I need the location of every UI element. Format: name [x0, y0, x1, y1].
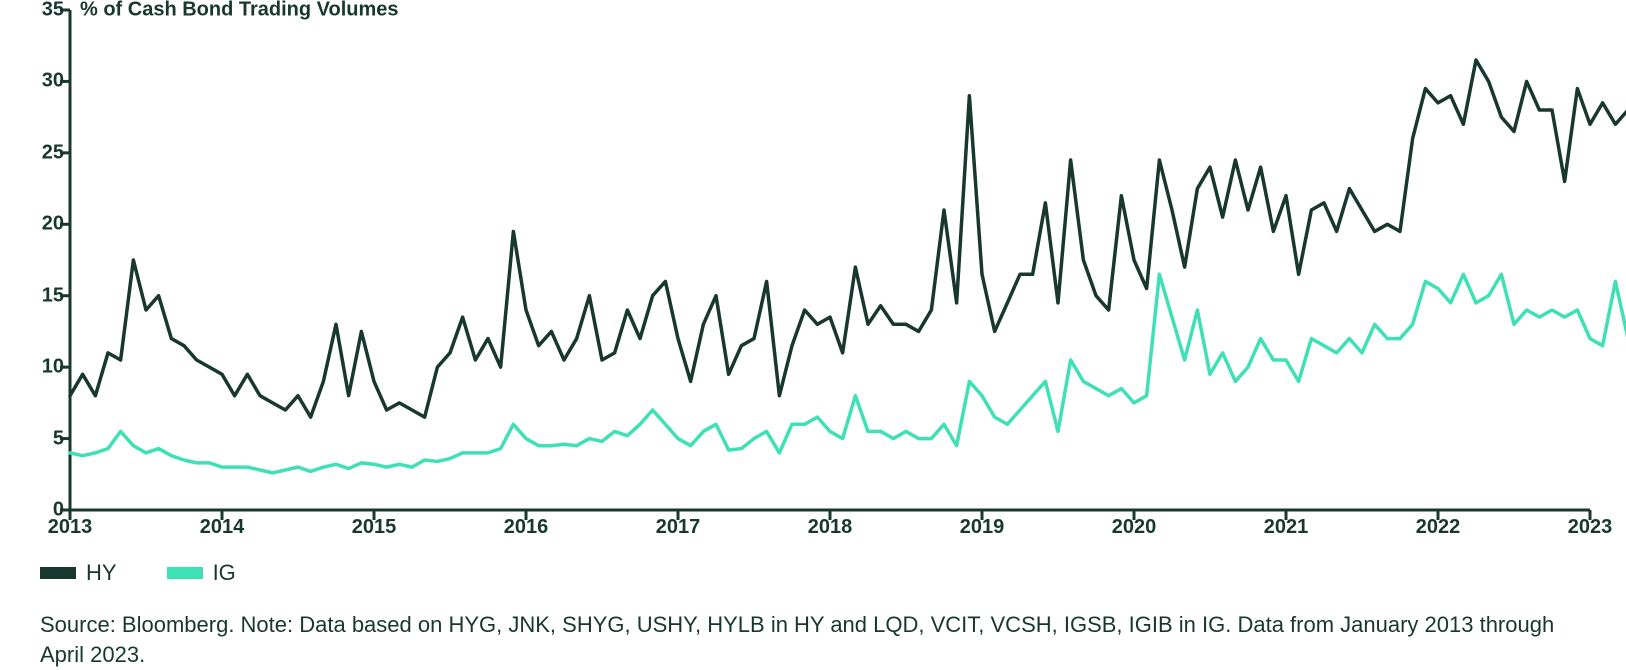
line-chart-svg	[70, 10, 1590, 510]
y-tick-label: 15	[42, 284, 70, 307]
series-hy	[70, 60, 1626, 417]
y-tick-label: 10	[42, 356, 70, 379]
x-tick-label: 2018	[808, 510, 853, 539]
y-tick-label: 30	[42, 70, 70, 93]
x-tick-label: 2014	[200, 510, 245, 539]
legend: HY IG	[40, 560, 1606, 586]
x-tick-label: 2015	[352, 510, 397, 539]
series-ig	[70, 274, 1626, 473]
x-tick-label: 2020	[1112, 510, 1157, 539]
y-tick-label: 25	[42, 141, 70, 164]
legend-item-hy: HY	[40, 560, 117, 586]
x-tick-label: 2022	[1416, 510, 1461, 539]
x-tick-label: 2021	[1264, 510, 1309, 539]
legend-label-hy: HY	[86, 560, 117, 586]
x-tick-label: 2016	[504, 510, 549, 539]
legend-label-ig: IG	[213, 560, 236, 586]
y-tick-label: 5	[53, 427, 70, 450]
plot-area: % of Cash Bond Trading Volumes 051015202…	[70, 10, 1590, 510]
x-tick-label: 2017	[656, 510, 701, 539]
x-tick-label: 2013	[48, 510, 93, 539]
y-tick-label: 20	[42, 213, 70, 236]
source-note: Source: Bloomberg. Note: Data based on H…	[40, 610, 1600, 669]
y-tick-label: 35	[42, 0, 70, 22]
x-tick-label: 2019	[960, 510, 1005, 539]
legend-item-ig: IG	[167, 560, 236, 586]
legend-swatch-ig	[167, 567, 203, 579]
legend-swatch-hy	[40, 567, 76, 579]
figure-container: % of Cash Bond Trading Volumes 051015202…	[0, 10, 1626, 670]
x-tick-label: 2023	[1568, 510, 1613, 539]
